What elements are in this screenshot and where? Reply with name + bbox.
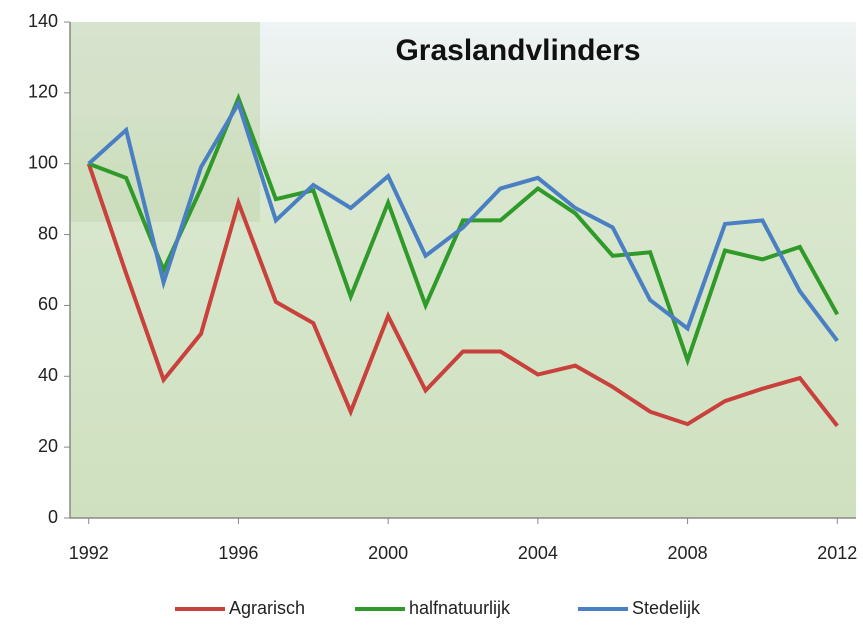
y-tick-label: 120 (28, 82, 58, 102)
y-tick-label: 140 (28, 11, 58, 31)
x-tick-label: 2008 (668, 543, 708, 563)
y-tick-label: 40 (38, 365, 58, 385)
series-line (87, 98, 839, 343)
chart-title: Graslandvlinders (395, 34, 640, 67)
legend-label: Stedelijk (632, 598, 701, 618)
legend-label: Agrarisch (229, 598, 305, 618)
series-line (88, 92, 840, 367)
y-tick-label: 80 (38, 223, 58, 243)
x-tick-label: 1996 (218, 543, 258, 563)
y-tick-label: 60 (38, 294, 58, 314)
x-tick-label: 2004 (518, 543, 558, 563)
y-tick-label: 0 (48, 507, 58, 527)
x-tick-label: 2000 (368, 543, 408, 563)
y-tick-label: 100 (28, 152, 58, 172)
legend-label: halfnatuurlijk (409, 598, 511, 618)
x-tick-label: 1992 (69, 543, 109, 563)
y-tick-label: 20 (38, 436, 58, 456)
x-tick-label: 2012 (817, 543, 857, 563)
series-line (86, 163, 839, 428)
